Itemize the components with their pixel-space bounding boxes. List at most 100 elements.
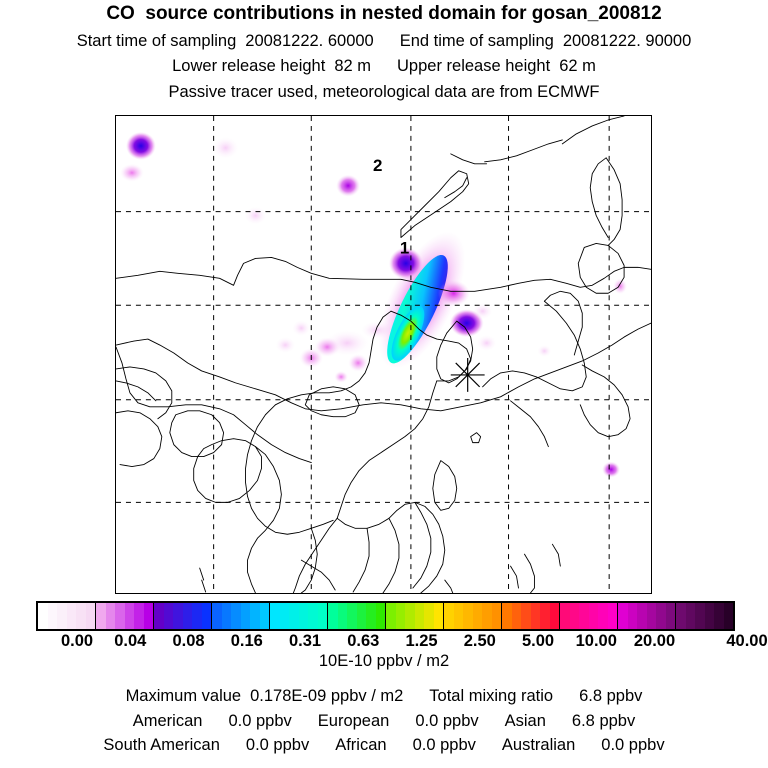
colorbar-step [685,603,695,629]
colorbar-tick-0: 0.00 [60,632,94,650]
colorbar-step [38,603,48,629]
maximum-value: 0.178E-09 ppbv / m2 [250,687,404,705]
colorbar-step [308,603,318,629]
sampling-time-line: Start time of sampling 20081222. 60000 End… [0,32,768,51]
colorbar-step [549,603,559,629]
colorbar-segment-7 [443,603,501,629]
colorbar-segment-8 [501,603,559,629]
colorbar-step [47,603,57,629]
main-plume [378,231,466,369]
colorbar-step [656,603,666,629]
trace-spot [472,303,493,320]
colorbar-segment-11 [675,603,733,629]
colorbar-step [723,603,733,629]
colorbar-segment-10 [617,603,675,629]
receptor-star-marker [450,357,485,392]
colorbar-step [444,603,454,629]
colorbar-segment-3 [211,603,269,629]
colorbar-tick-11: 40.00 [726,632,768,650]
colorbar-step [676,603,686,629]
lower-release-value: 82 m [334,57,371,75]
trace-spot [212,136,239,159]
colorbar-step [375,603,385,629]
tracer-note: Passive tracer used, meteorological data… [168,83,600,101]
colorbar-step [646,603,656,629]
colorbar-segment-0 [38,603,95,629]
colorbar-tick-2: 0.08 [172,632,205,650]
colorbar-tick-7: 2.50 [463,632,496,650]
colorbar-step [530,603,540,629]
colorbar-step [57,603,67,629]
colorbar-step [598,603,608,629]
colorbar-step [540,603,550,629]
colorbar-tick-10: 20.00 [633,632,676,650]
stats-row-2: South American 0.0 ppbv African 0.0 ppbv Aus… [0,736,768,755]
trace-spot [275,337,296,354]
colorbar-step [270,603,280,629]
colorbar-step [221,603,231,629]
colorbar-step [424,603,434,629]
colorbar-step [163,603,173,629]
colorbar-step [607,603,617,629]
region-australian-label: Australian [501,736,576,754]
colorbar-segment-5 [327,603,385,629]
colorbar-step [115,603,125,629]
colorbar-step [395,603,405,629]
colorbar-step [637,603,647,629]
colorbar-step [154,603,164,629]
plume-head [388,247,423,280]
colorbar-segment-1 [95,603,153,629]
map-plot-area: 1 2 [115,115,652,594]
colorbar-step [695,603,705,629]
region-african-value: 0.0 ppbv [412,736,476,754]
map-region-labels: 1 2 [373,156,409,258]
colorbar-step [579,603,589,629]
colorbar-step [105,603,115,629]
colorbar-step [192,603,202,629]
colorbar-segment-9 [559,603,617,629]
colorbar-step [714,603,724,629]
upper-release-value: 62 m [559,57,596,75]
colorbar-tick-6: 1.25 [405,632,438,650]
colorbar-tick-1: 0.04 [114,632,147,650]
start-time-value: 20081222. 60000 [245,32,374,50]
colorbar-tick-5: 0.63 [347,632,380,650]
trace-spot [119,163,144,182]
release-height-line: Lower release height 82 m Upper release he… [0,57,768,76]
colorbar-step [317,603,327,629]
start-time-label: Start time of sampling [76,32,237,50]
region-south-american-value: 0.0 ppbv [245,736,310,754]
colorbar-step [96,603,106,629]
colorbar-step [76,603,86,629]
colorbar-step [405,603,415,629]
trace-spot [537,345,552,357]
stats-row-1: American 0.0 ppbv European 0.0 ppbv Asian 6.8… [0,712,768,731]
colorbar-step [414,603,424,629]
colorbar-ticks: 0.00 0.04 0.08 0.16 0.31 0.63 1.25 2.50 5.00 10.0… [36,632,768,654]
colorbar: 0.00 0.04 0.08 0.16 0.31 0.63 1.25 2.50 5.00 10.0… [36,601,768,650]
colorbar-step [66,603,76,629]
hotspot-inner-mongolia [336,174,361,197]
colorbar-step [289,603,299,629]
trace-spot [292,320,311,337]
colorbar-tick-3: 0.16 [230,632,263,650]
colorbar-tick-8: 5.00 [521,632,555,650]
colorbar-step [618,603,628,629]
trace-spot [348,354,369,372]
colorbar-step [472,603,482,629]
lower-release-label: Lower release height [172,57,326,75]
colorbar-step [85,603,95,629]
colorbar-step [502,603,512,629]
page-title: CO source contributions in nested domain… [106,3,662,24]
colorbar-tick-4: 0.31 [288,632,322,650]
colorbar-step [560,603,570,629]
colorbar-step [463,603,473,629]
colorbar-step [386,603,396,629]
region-asian-value: 6.8 ppbv [571,712,636,730]
colorbar-step [182,603,192,629]
colorbar-step [627,603,637,629]
colorbar-step [250,603,260,629]
trace-spot [334,370,349,383]
colorbar-step [356,603,366,629]
